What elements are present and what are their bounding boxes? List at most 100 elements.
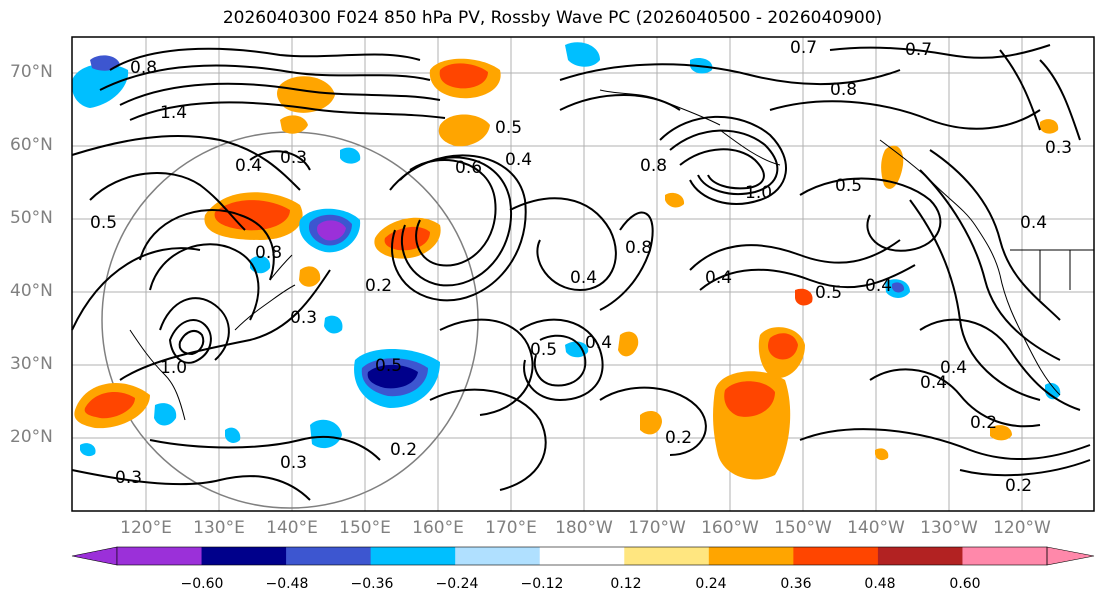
contour-label: 0.3 [1045, 138, 1073, 158]
pos-anomaly [990, 425, 1012, 441]
pos-anomaly [84, 392, 135, 419]
contour-label: 0.5 [815, 283, 843, 303]
pos-anomaly [724, 381, 775, 417]
neg-anomaly [565, 42, 600, 67]
lon-label: 130°W [920, 518, 978, 538]
lon-label: 160°W [701, 518, 759, 538]
colorbar-tick: 0.48 [864, 576, 896, 592]
contour-label: 0.5 [495, 118, 523, 138]
contour-label: 0.8 [130, 58, 158, 78]
neg-anomaly [310, 419, 342, 449]
contour-label: 0.4 [920, 373, 948, 393]
lon-label: 160°E [412, 518, 464, 538]
map-title: 2026040300 F024 850 hPa PV, Rossby Wave … [222, 8, 883, 28]
neg-anomaly [154, 403, 177, 426]
pos-anomaly [881, 145, 904, 189]
lon-label: 120°E [120, 518, 172, 538]
contour-label: 0.2 [665, 428, 693, 448]
pos-anomaly [768, 333, 798, 360]
neg-anomaly [1045, 383, 1061, 400]
lon-label: 150°E [339, 518, 391, 538]
contour-label: 0.7 [790, 38, 818, 58]
contour-label: 0.2 [365, 276, 393, 296]
pos-anomaly [299, 266, 321, 287]
lat-label: 60°N [10, 135, 53, 155]
contour-label: 0.5 [835, 176, 863, 196]
pos-anomaly [439, 63, 488, 89]
pos-anomaly [640, 410, 662, 435]
lon-label: 180°W [555, 518, 613, 538]
contour-label: 0.8 [255, 243, 283, 263]
contour-label: 0.2 [970, 413, 998, 433]
colorbar-tick: 0.60 [949, 576, 981, 592]
lat-label: 70°N [10, 62, 53, 82]
lon-label: 150°W [774, 518, 832, 538]
contour-label: 0.4 [570, 268, 598, 288]
contour-label: 0.5 [530, 340, 558, 360]
lon-label: 120°W [993, 518, 1051, 538]
pos-anomaly [618, 331, 639, 357]
pos-anomaly [795, 288, 813, 306]
colorbar-tick: 0.36 [780, 576, 812, 592]
neg-anomaly [892, 282, 905, 293]
contour-label: 0.4 [865, 276, 893, 296]
colorbar-tick: 0.12 [610, 576, 642, 592]
pv-shading [71, 42, 1061, 480]
contour-label: 0.8 [830, 80, 858, 100]
contour-label: 0.4 [585, 333, 613, 353]
colorbar-tick: −0.24 [435, 576, 479, 592]
pos-anomaly [384, 226, 430, 251]
lon-label: 170°E [485, 518, 537, 538]
pos-anomaly [438, 114, 490, 147]
neg-anomaly [367, 364, 418, 389]
contour-label: 0.6 [455, 158, 483, 178]
contour-label: 0.2 [390, 440, 418, 460]
colorbar-tick: −0.36 [350, 576, 394, 592]
lon-label: 170°W [628, 518, 686, 538]
neg-anomaly [90, 55, 120, 71]
contour-label: 0.2 [1005, 476, 1033, 496]
contour-label: 0.8 [640, 156, 668, 176]
contour-label: 1.0 [160, 358, 188, 378]
lat-label: 50°N [10, 208, 53, 228]
colorbar-tick: 0.24 [695, 576, 727, 592]
pos-anomaly [1040, 119, 1059, 134]
pos-anomaly [280, 115, 308, 134]
pv-contours [71, 44, 1091, 501]
lon-label: 140°W [847, 518, 905, 538]
contour-label: 0.4 [1020, 213, 1048, 233]
contour-label: 0.4 [235, 156, 263, 176]
neg-anomaly [316, 220, 346, 241]
contour-label: 0.3 [280, 453, 308, 473]
contour-label: 0.4 [705, 268, 733, 288]
pos-anomaly [875, 448, 889, 461]
pos-anomaly [214, 200, 290, 231]
neg-anomaly [324, 315, 343, 334]
contour-label: 0.7 [905, 40, 933, 60]
contour-label: 0.5 [90, 213, 118, 233]
contour-label: 1.0 [745, 183, 773, 203]
contour-label: 0.5 [375, 356, 403, 376]
neg-anomaly [80, 443, 96, 457]
neg-anomaly [340, 147, 361, 164]
pos-anomaly [277, 76, 335, 113]
contour-label: 0.3 [290, 308, 318, 328]
contour-label: 0.4 [505, 150, 533, 170]
lat-label: 20°N [10, 427, 53, 447]
pos-anomaly [665, 192, 685, 208]
colorbar-tick: −0.12 [520, 576, 564, 592]
lat-label: 30°N [10, 354, 53, 374]
contour-label: 1.4 [160, 103, 188, 123]
neg-anomaly [225, 427, 241, 443]
neg-anomaly [71, 64, 129, 108]
contour-label: 0.4 [940, 358, 968, 378]
contour-label: 0.3 [280, 148, 308, 168]
lon-label: 130°E [193, 518, 245, 538]
colorbar-tick: −0.48 [265, 576, 309, 592]
neg-anomaly [565, 341, 589, 358]
colorbar-tick: −0.60 [180, 576, 224, 592]
contour-label: 0.8 [625, 238, 653, 258]
coastlines [129, 89, 1094, 421]
lon-label: 140°E [266, 518, 318, 538]
